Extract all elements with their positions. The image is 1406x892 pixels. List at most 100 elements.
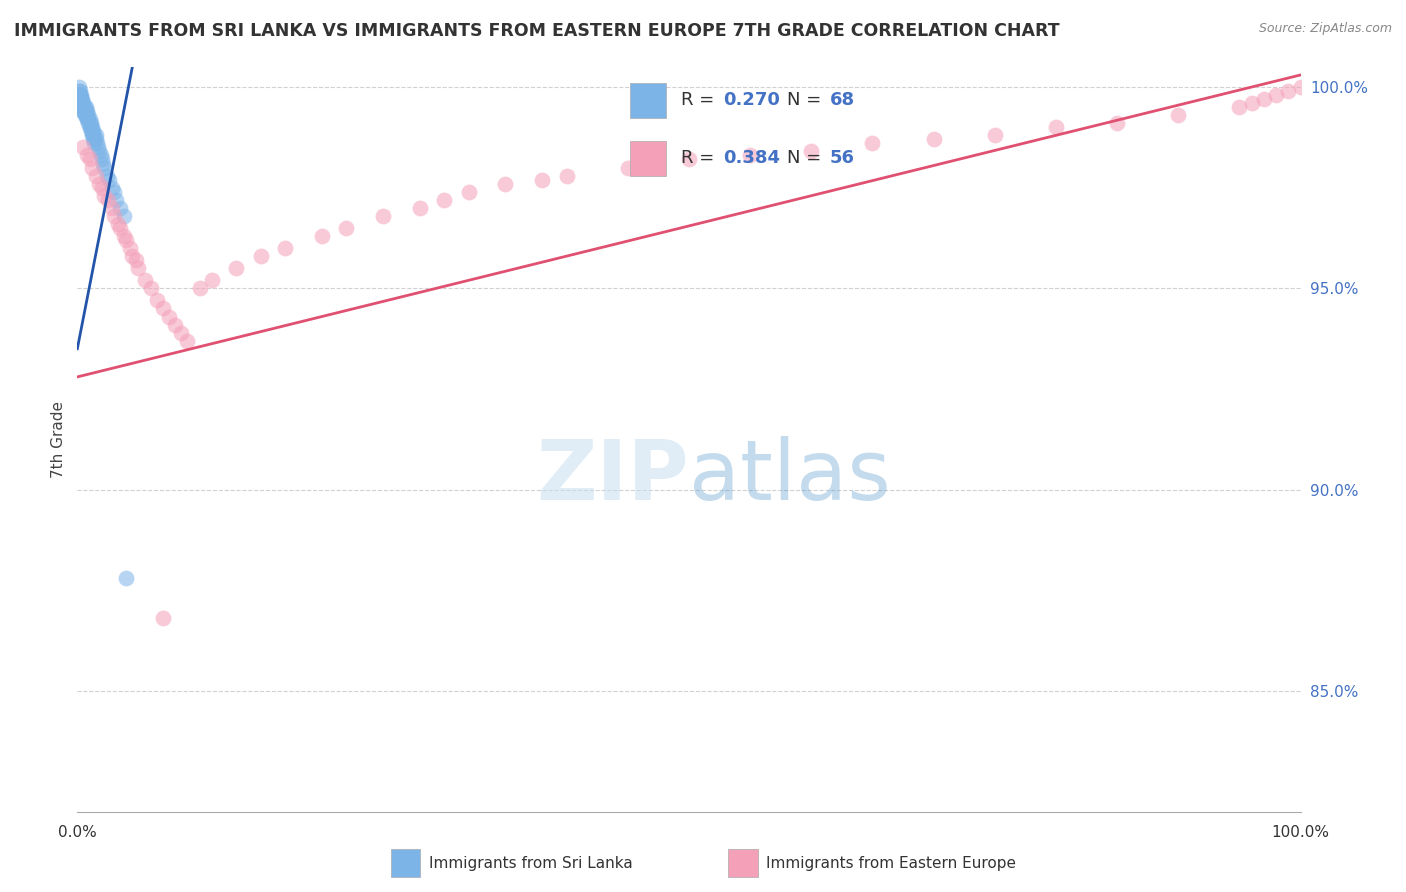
- Point: [72, 104, 94, 119]
- Point: [118, 241, 141, 255]
- Point: [72, 100, 94, 114]
- Point: [75, 108, 97, 122]
- Point: [70, 96, 93, 111]
- Point: [1277, 84, 1299, 98]
- Point: [67, 80, 90, 95]
- Point: [112, 229, 135, 244]
- Text: 0.384: 0.384: [723, 149, 780, 168]
- Point: [70, 92, 93, 106]
- Point: [862, 136, 884, 151]
- Point: [103, 209, 125, 223]
- Point: [83, 132, 105, 146]
- Point: [112, 209, 135, 223]
- Point: [555, 169, 578, 183]
- Point: [82, 128, 104, 143]
- Point: [80, 120, 103, 135]
- Point: [134, 273, 156, 287]
- Point: [495, 177, 517, 191]
- Point: [70, 96, 93, 111]
- Point: [103, 185, 125, 199]
- Point: [165, 318, 187, 332]
- Point: [115, 233, 138, 247]
- Point: [72, 100, 94, 114]
- Point: [1253, 92, 1275, 106]
- Point: [96, 169, 118, 183]
- Point: [311, 229, 333, 244]
- Point: [188, 281, 211, 295]
- Point: [93, 188, 115, 202]
- Point: [1240, 96, 1263, 111]
- Point: [76, 148, 98, 162]
- Point: [67, 84, 90, 98]
- Text: Immigrants from Eastern Europe: Immigrants from Eastern Europe: [766, 855, 1017, 871]
- Point: [80, 116, 103, 130]
- Point: [1229, 100, 1251, 114]
- Point: [371, 209, 394, 223]
- Point: [89, 145, 111, 159]
- Text: atlas: atlas: [689, 436, 890, 517]
- Point: [152, 301, 174, 316]
- Point: [75, 104, 97, 119]
- FancyBboxPatch shape: [630, 141, 666, 176]
- Point: [77, 108, 100, 122]
- Point: [121, 249, 143, 263]
- Point: [72, 140, 94, 154]
- Point: [70, 92, 93, 106]
- Y-axis label: 7th Grade: 7th Grade: [51, 401, 66, 478]
- Point: [97, 193, 120, 207]
- Point: [75, 108, 97, 122]
- Point: [1107, 116, 1129, 130]
- Text: R =: R =: [681, 149, 720, 168]
- Point: [108, 221, 131, 235]
- Point: [70, 88, 93, 103]
- Text: Immigrants from Sri Lanka: Immigrants from Sri Lanka: [429, 855, 633, 871]
- Point: [69, 88, 91, 103]
- Point: [1167, 108, 1189, 122]
- FancyBboxPatch shape: [391, 849, 420, 877]
- Text: 0.270: 0.270: [723, 91, 779, 110]
- Point: [678, 153, 700, 167]
- Point: [152, 611, 174, 625]
- Point: [83, 128, 105, 143]
- Point: [84, 169, 107, 183]
- Point: [86, 136, 108, 151]
- Point: [984, 128, 1007, 143]
- Text: R =: R =: [681, 91, 720, 110]
- Point: [115, 571, 138, 585]
- Point: [433, 193, 456, 207]
- Point: [1289, 80, 1312, 95]
- Point: [176, 334, 198, 348]
- Point: [75, 100, 97, 114]
- Point: [335, 221, 357, 235]
- Point: [139, 281, 162, 295]
- Point: [225, 261, 247, 276]
- Point: [98, 172, 121, 186]
- Point: [72, 96, 94, 111]
- Point: [76, 108, 98, 122]
- Point: [73, 104, 96, 119]
- Point: [73, 108, 96, 122]
- Text: N =: N =: [787, 91, 827, 110]
- Point: [77, 116, 100, 130]
- Point: [457, 185, 479, 199]
- Point: [800, 145, 823, 159]
- Point: [90, 148, 112, 162]
- Point: [409, 201, 432, 215]
- Point: [82, 124, 104, 138]
- Text: 56: 56: [830, 149, 855, 168]
- Point: [201, 273, 224, 287]
- Point: [80, 124, 103, 138]
- Point: [108, 201, 131, 215]
- Point: [79, 120, 101, 135]
- Point: [84, 128, 107, 143]
- Point: [70, 100, 93, 114]
- Point: [125, 253, 148, 268]
- Point: [1265, 88, 1288, 103]
- Point: [73, 104, 96, 119]
- Point: [80, 120, 103, 135]
- Point: [77, 112, 100, 127]
- Point: [79, 153, 101, 167]
- Point: [1045, 120, 1067, 135]
- Point: [69, 88, 91, 103]
- Point: [87, 140, 110, 154]
